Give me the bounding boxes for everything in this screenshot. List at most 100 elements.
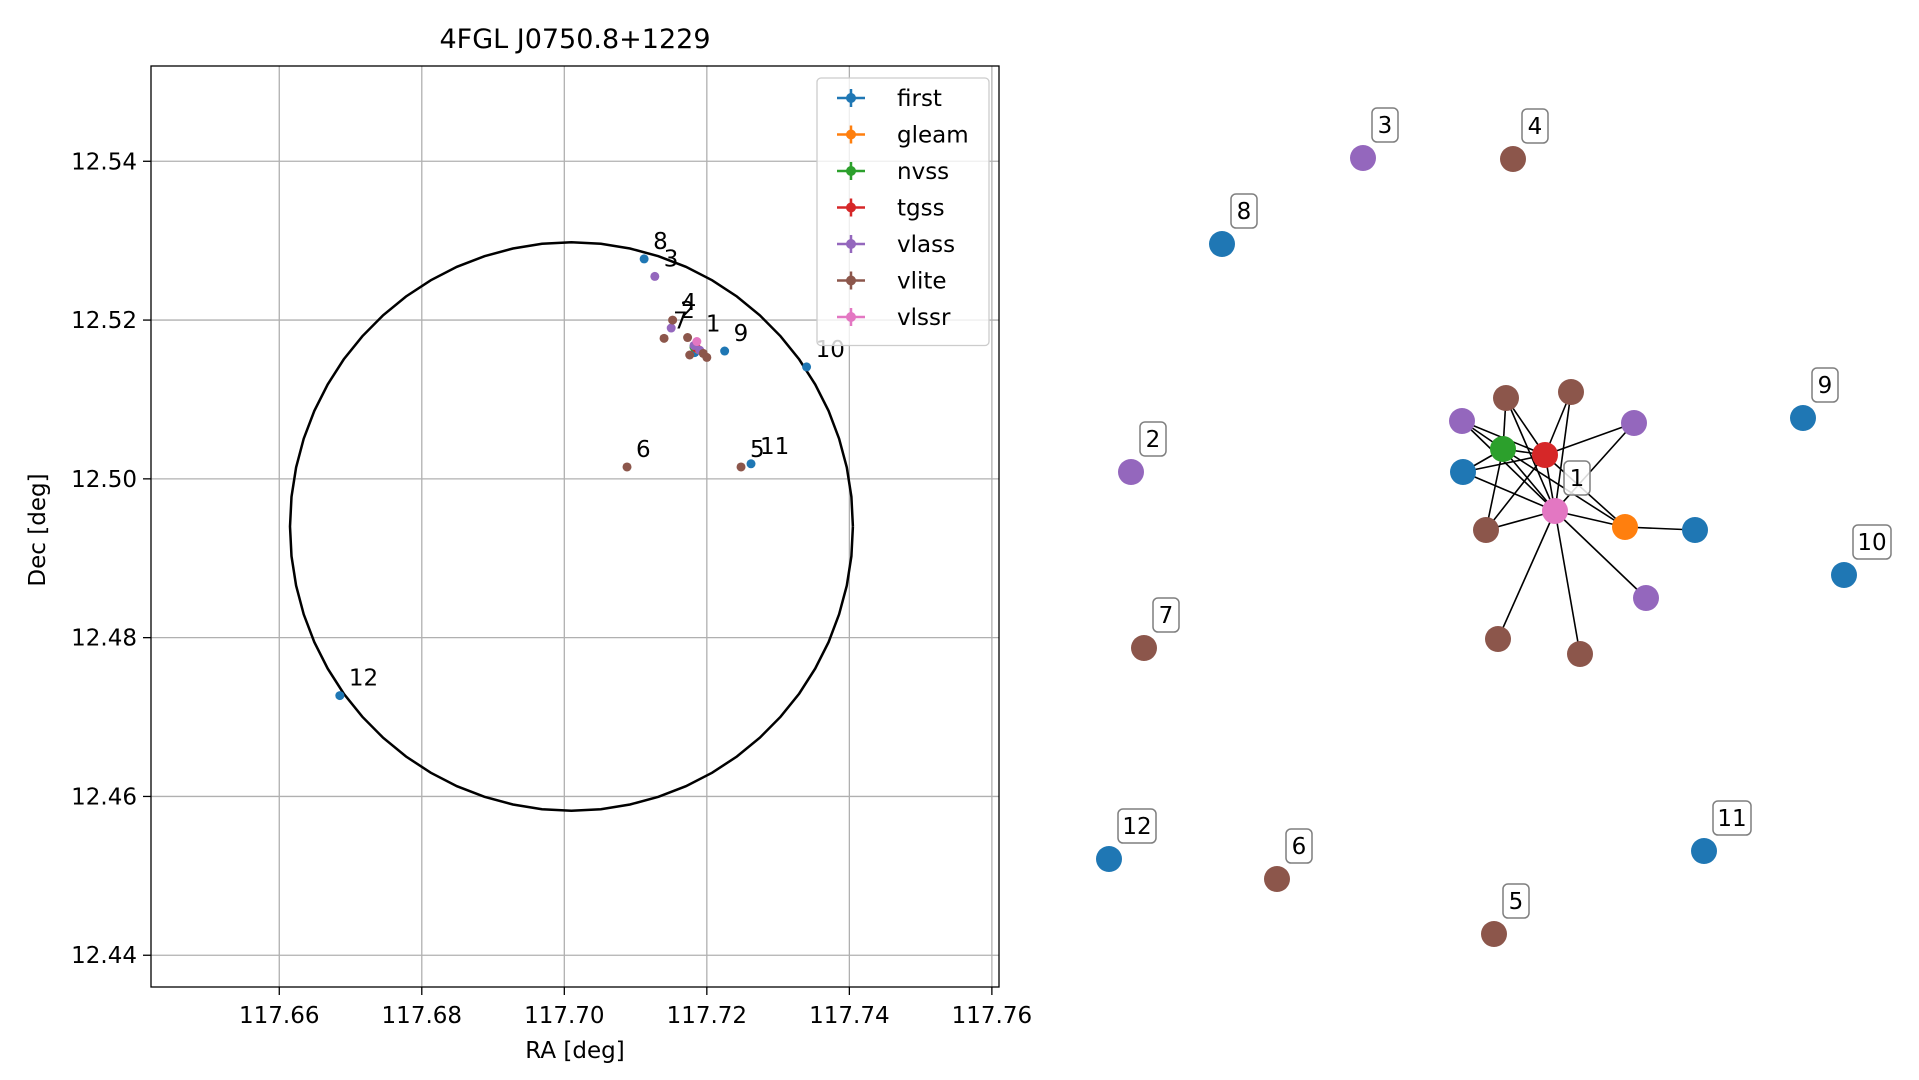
point-label: 4 bbox=[682, 290, 697, 316]
node-label: 2 bbox=[1146, 427, 1161, 453]
graph-edge bbox=[1505, 397, 1556, 512]
y-tick-label: 12.46 bbox=[71, 784, 137, 810]
graph-node-tgss bbox=[1532, 442, 1558, 468]
point-vlass bbox=[666, 323, 676, 333]
point-vlite bbox=[659, 333, 669, 343]
legend: first gleam nvss tgss vlass vlite vlssr bbox=[816, 77, 990, 347]
point-vlite bbox=[668, 315, 678, 325]
point-label: 11 bbox=[760, 434, 789, 460]
graph-node-gleam bbox=[1612, 514, 1638, 540]
legend-label: nvss bbox=[897, 159, 949, 185]
x-axis-ticks: 117.66 117.68 117.70 117.72 117.74 117.76 bbox=[239, 987, 1032, 1029]
point-first bbox=[720, 346, 730, 356]
plot-frame bbox=[150, 65, 1000, 988]
y-tick-label: 12.44 bbox=[71, 943, 137, 969]
point-first bbox=[746, 459, 756, 469]
y-axis-ticks: 12.44 12.46 12.48 12.50 12.52 12.54 bbox=[71, 149, 151, 969]
node-label-box bbox=[1230, 193, 1258, 229]
node-label-box bbox=[1563, 460, 1591, 496]
node-label-box bbox=[1712, 800, 1752, 836]
graph-edge bbox=[1461, 420, 1556, 512]
legend-label: tgss bbox=[897, 196, 945, 222]
x-tick-label: 117.68 bbox=[382, 1003, 462, 1029]
legend-marker-dot bbox=[846, 202, 856, 213]
graph-node-first bbox=[1096, 846, 1122, 872]
graph-node-vlssr bbox=[1542, 498, 1568, 524]
graph-node-first bbox=[1691, 838, 1717, 864]
graph-edge bbox=[1485, 454, 1546, 531]
node-label-box bbox=[1852, 524, 1892, 560]
legend-marker-dot bbox=[846, 166, 856, 176]
grid-lines bbox=[151, 66, 999, 987]
graph-edge bbox=[1485, 448, 1504, 531]
point-vlite bbox=[736, 462, 746, 472]
graph-node-vlass bbox=[1118, 459, 1144, 485]
localization-circle bbox=[288, 241, 855, 812]
point-label: 12 bbox=[349, 666, 378, 692]
legend-box bbox=[816, 77, 990, 347]
graph-node-first bbox=[1790, 405, 1816, 431]
point-label: 3 bbox=[664, 246, 679, 272]
graph-edge bbox=[1554, 510, 1647, 599]
node-label: 1 bbox=[1570, 466, 1585, 492]
node-label-box bbox=[1117, 808, 1157, 844]
y-tick-label: 12.54 bbox=[71, 149, 137, 175]
y-tick-label: 12.52 bbox=[71, 308, 137, 334]
graph-edge bbox=[1544, 422, 1635, 456]
point-label: 8 bbox=[653, 229, 668, 255]
graph-edge bbox=[1462, 454, 1546, 473]
graph-node-vlite bbox=[1264, 866, 1290, 892]
point-label: 5 bbox=[750, 437, 765, 463]
y-tick-label: 12.48 bbox=[71, 626, 137, 652]
legend-marker-dot bbox=[846, 93, 856, 103]
x-axis-label: RA [deg] bbox=[525, 1038, 624, 1064]
legend-marker-dot bbox=[846, 129, 856, 140]
graph-node-vlite bbox=[1567, 641, 1593, 667]
node-label: 5 bbox=[1509, 889, 1524, 915]
point-label: 1 bbox=[706, 312, 721, 338]
legend-marker-dot bbox=[846, 312, 856, 322]
graph-nodes bbox=[1096, 145, 1857, 947]
scatter-chart: 4FGL J0750.8+1229 117.66 117.68 117.70 117.… bbox=[25, 24, 1032, 1064]
node-label: 12 bbox=[1122, 814, 1151, 840]
point-label: 6 bbox=[636, 437, 651, 463]
graph-node-vlite bbox=[1558, 379, 1584, 405]
graph-edge bbox=[1462, 471, 1556, 512]
graph-node-vlass bbox=[1621, 410, 1647, 436]
graph-edge bbox=[1554, 391, 1572, 512]
node-label: 6 bbox=[1292, 834, 1307, 860]
y-tick-label: 12.50 bbox=[71, 467, 137, 493]
point-first bbox=[335, 691, 345, 701]
node-label-box bbox=[1285, 828, 1313, 864]
legend-label: gleam bbox=[897, 123, 969, 149]
graph-node-first bbox=[1682, 517, 1708, 543]
node-label: 7 bbox=[1159, 603, 1174, 629]
point-vlass bbox=[650, 271, 660, 281]
graph-node-vlite bbox=[1473, 517, 1499, 543]
graph-edge bbox=[1554, 510, 1581, 655]
x-tick-label: 117.66 bbox=[239, 1003, 319, 1029]
x-tick-label: 117.74 bbox=[809, 1003, 889, 1029]
node-label: 8 bbox=[1237, 199, 1252, 225]
node-label-box bbox=[1139, 421, 1167, 457]
legend-marker-dot bbox=[846, 275, 856, 286]
node-label: 10 bbox=[1857, 530, 1886, 556]
graph-edge bbox=[1497, 510, 1556, 640]
graph-node-nvss bbox=[1490, 436, 1516, 462]
chart-title: 4FGL J0750.8+1229 bbox=[439, 24, 710, 55]
node-label: 4 bbox=[1528, 114, 1543, 140]
x-tick-label: 117.70 bbox=[524, 1003, 604, 1029]
graph-edge bbox=[1554, 422, 1635, 512]
point-vlite bbox=[702, 352, 712, 362]
graph-node-vlite bbox=[1500, 146, 1526, 172]
x-tick-label: 117.72 bbox=[667, 1003, 747, 1029]
y-axis-label: Dec [deg] bbox=[25, 473, 51, 586]
graph-node-first bbox=[1450, 459, 1476, 485]
node-label-box bbox=[1811, 367, 1839, 403]
node-label-box bbox=[1152, 597, 1180, 633]
graph-node-vlass bbox=[1633, 585, 1659, 611]
point-label: 9 bbox=[734, 321, 749, 347]
graph-node-vlite bbox=[1131, 635, 1157, 661]
